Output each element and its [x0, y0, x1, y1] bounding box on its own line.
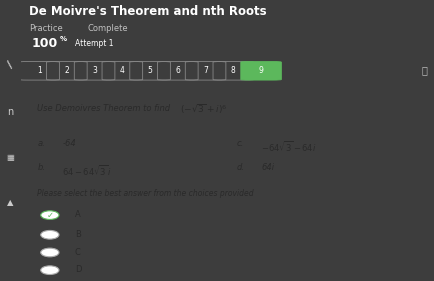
Text: ▦: ▦ [7, 153, 14, 162]
Text: n: n [7, 107, 13, 117]
Circle shape [41, 248, 59, 257]
Text: D: D [75, 265, 81, 274]
Text: A: A [75, 210, 80, 219]
Text: 9: 9 [258, 66, 263, 75]
Text: /: / [6, 60, 15, 70]
Text: 6: 6 [175, 66, 180, 75]
Text: a.: a. [37, 139, 45, 148]
Text: ⎙: ⎙ [421, 65, 427, 75]
Text: Please select the best answer from the choices provided: Please select the best answer from the c… [37, 189, 253, 198]
Text: 64i: 64i [260, 163, 273, 172]
Text: 3: 3 [92, 66, 97, 75]
Text: Complete: Complete [87, 24, 128, 33]
Text: b.: b. [37, 163, 45, 172]
Text: -64: -64 [62, 139, 76, 148]
Text: %: % [60, 36, 67, 42]
Text: ▲: ▲ [7, 198, 13, 207]
Circle shape [41, 266, 59, 275]
FancyBboxPatch shape [240, 62, 281, 80]
Circle shape [41, 211, 59, 219]
Text: 8: 8 [230, 66, 235, 75]
Text: d.: d. [236, 163, 243, 172]
Text: 4: 4 [120, 66, 125, 75]
Text: $64 - 64\sqrt{3}\,i$: $64 - 64\sqrt{3}\,i$ [62, 163, 112, 178]
Text: De Moivre's Theorem and nth Roots: De Moivre's Theorem and nth Roots [29, 5, 266, 18]
Text: 1: 1 [36, 66, 41, 75]
Text: 100: 100 [31, 37, 57, 50]
Text: Use Demoivres Theorem to find: Use Demoivres Theorem to find [37, 104, 175, 113]
Text: Attempt 1: Attempt 1 [75, 39, 113, 48]
Circle shape [41, 230, 59, 239]
Text: c.: c. [236, 139, 243, 148]
Text: $(-\sqrt{3}+i)^{6}$: $(-\sqrt{3}+i)^{6}$ [180, 102, 227, 115]
Text: B: B [75, 230, 80, 239]
Text: $-64\sqrt{3} - 64i$: $-64\sqrt{3} - 64i$ [260, 139, 316, 154]
Text: Practice: Practice [29, 24, 63, 33]
Text: C: C [75, 248, 80, 257]
Text: 2: 2 [64, 66, 69, 75]
Text: ✓: ✓ [46, 210, 53, 220]
Text: 5: 5 [147, 66, 152, 75]
Text: 7: 7 [203, 66, 207, 75]
